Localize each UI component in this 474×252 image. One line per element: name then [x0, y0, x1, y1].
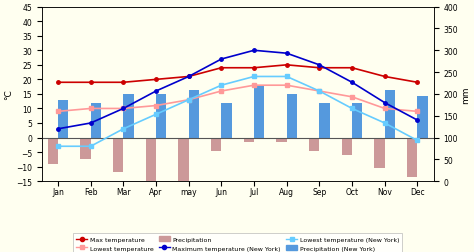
Legend: Max temperature, Lowest temperature, Precipitation, Maximum temperature (New Yor: Max temperature, Lowest temperature, Pre…	[73, 233, 402, 252]
Bar	[309, 138, 319, 151]
Bar	[211, 138, 221, 151]
Bar	[91, 103, 101, 138]
Bar	[189, 90, 199, 138]
Bar	[123, 94, 134, 138]
Bar	[374, 138, 385, 168]
Bar	[221, 103, 232, 138]
Y-axis label: °C: °C	[4, 89, 13, 100]
Bar	[418, 97, 428, 138]
Bar	[276, 138, 287, 142]
Bar	[352, 103, 363, 138]
Bar	[244, 138, 254, 142]
Bar	[47, 138, 58, 164]
Bar	[385, 90, 395, 138]
Bar	[58, 101, 68, 138]
Bar	[342, 138, 352, 155]
Bar	[319, 103, 330, 138]
Y-axis label: mm: mm	[461, 86, 470, 103]
Bar	[254, 86, 264, 138]
Bar	[178, 138, 189, 181]
Bar	[80, 138, 91, 160]
Bar	[407, 138, 418, 177]
Bar	[113, 138, 123, 173]
Bar	[156, 94, 166, 138]
Bar	[287, 94, 297, 138]
Bar	[146, 138, 156, 195]
